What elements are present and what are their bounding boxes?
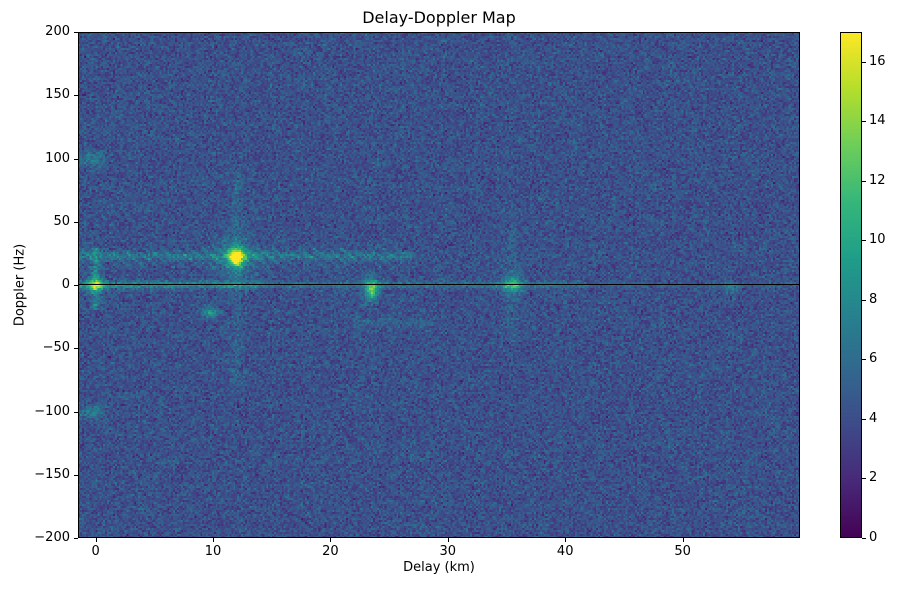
y-tick [74, 95, 78, 97]
colorbar-tick-label: 4 [869, 410, 878, 426]
colorbar-tick [862, 418, 866, 420]
x-tick [95, 538, 97, 542]
x-tick-label: 10 [204, 544, 222, 559]
x-tick-label: 20 [322, 544, 339, 559]
x-tick [447, 538, 449, 542]
colorbar-tick-label: 8 [869, 291, 878, 307]
colorbar-tick-label: 12 [869, 172, 886, 188]
colorbar-tick [862, 538, 866, 539]
y-tick [74, 411, 78, 413]
zero-doppler-line [78, 284, 800, 285]
y-tick [74, 538, 78, 539]
colorbar-tick [862, 121, 866, 123]
x-tick [565, 538, 567, 542]
colorbar-tick [862, 240, 866, 242]
colorbar-tick-label: 0 [869, 530, 878, 545]
colorbar-tick-label: 6 [869, 351, 878, 367]
y-tick-label: −100 [34, 403, 70, 419]
y-tick-label: −150 [34, 466, 70, 482]
colorbar-tick [862, 299, 866, 301]
x-tick-label: 40 [556, 544, 574, 559]
colorbar-tick [862, 478, 866, 480]
y-tick [74, 221, 78, 223]
x-tick-label: 0 [91, 544, 100, 559]
colorbar-tick-label: 14 [869, 113, 886, 129]
y-tick [74, 474, 78, 476]
colorbar-tick [862, 180, 866, 182]
y-tick [74, 32, 78, 33]
colorbar-tick [862, 359, 866, 361]
heatmap-canvas [78, 32, 800, 538]
y-tick-label: 200 [45, 24, 70, 39]
y-tick [74, 285, 78, 286]
chart-title: Delay-Doppler Map [362, 8, 516, 27]
x-axis-label: Delay (km) [403, 560, 475, 575]
y-tick-label: 100 [45, 150, 70, 166]
colorbar-tick [862, 61, 866, 63]
x-tick [682, 538, 684, 542]
y-tick-label: −200 [34, 530, 70, 545]
colorbar-tick-label: 10 [869, 232, 886, 248]
x-tick [330, 538, 332, 542]
x-tick [213, 538, 214, 542]
y-tick-label: −50 [42, 340, 70, 356]
colorbar-tick-label: 16 [869, 53, 886, 69]
y-tick-label: 150 [45, 87, 70, 103]
y-tick-label: 50 [53, 213, 70, 229]
y-tick [74, 348, 78, 350]
x-tick-label: 50 [674, 544, 691, 559]
colorbar-canvas [840, 32, 862, 538]
y-tick-label: 0 [61, 277, 70, 292]
x-tick-label: 30 [439, 544, 457, 559]
colorbar-tick-label: 2 [869, 470, 878, 486]
y-tick [74, 158, 78, 160]
